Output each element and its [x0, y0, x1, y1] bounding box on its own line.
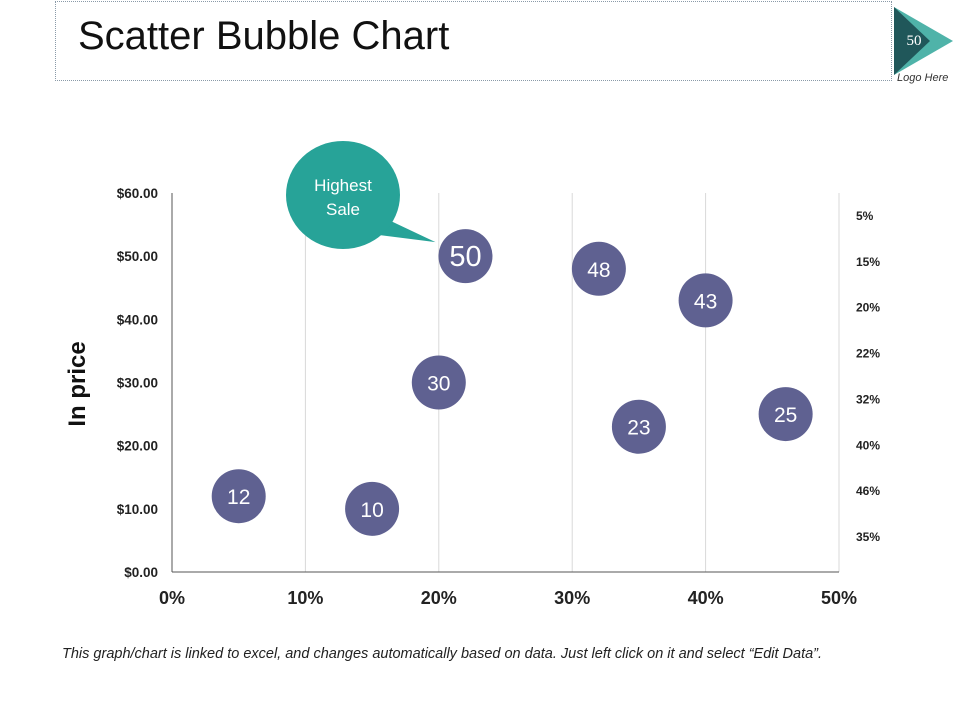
bubble-label: 43	[694, 290, 717, 313]
callout-bubble	[286, 141, 400, 249]
x-tick-label: 30%	[554, 588, 590, 608]
bubble-point	[211, 469, 266, 524]
y-tick-label: $30.00	[117, 376, 158, 391]
logo-text: Logo Here	[897, 72, 949, 84]
right-series-label: 40%	[856, 438, 880, 452]
bubble-label: 30	[427, 373, 450, 396]
bubble-point	[438, 229, 493, 284]
page-number: 50	[906, 33, 922, 49]
callout-text-line: Highest	[314, 176, 372, 195]
callout-text-line: Sale	[326, 200, 360, 219]
y-tick-label: $20.00	[117, 439, 158, 454]
right-series-label: 32%	[856, 392, 880, 406]
right-series-label: 15%	[856, 255, 880, 269]
x-tick-label: 20%	[421, 588, 457, 608]
bubble-point	[678, 273, 733, 328]
y-tick-label: $60.00	[117, 186, 158, 201]
right-series-label: 20%	[856, 301, 880, 315]
y-axis-title: In price	[64, 341, 91, 426]
bubble-label: 48	[587, 259, 610, 282]
x-tick-label: 10%	[287, 588, 323, 608]
footnote: This graph/chart is linked to excel, and…	[62, 646, 823, 662]
bubble-label: 10	[360, 499, 383, 522]
bubble-label: 12	[227, 486, 250, 509]
right-series-label: 35%	[856, 530, 880, 544]
slide-title: Scatter Bubble Chart	[78, 14, 450, 58]
bubble-point	[611, 399, 666, 454]
y-tick-label: $40.00	[117, 312, 158, 327]
y-tick-label: $10.00	[117, 502, 158, 517]
bubble-point	[411, 355, 466, 410]
bubble-label: 23	[627, 417, 650, 440]
y-tick-label: $50.00	[117, 249, 158, 264]
bubble-point	[571, 241, 626, 296]
x-tick-label: 0%	[159, 588, 185, 608]
x-tick-label: 50%	[821, 588, 857, 608]
title-frame	[55, 1, 892, 81]
x-tick-label: 40%	[688, 588, 724, 608]
logo-triangle-dark	[894, 7, 930, 75]
right-series-label: 22%	[856, 347, 880, 361]
bubble-point	[345, 481, 400, 536]
bubble-point	[758, 387, 813, 442]
bubble-label: 25	[774, 404, 797, 427]
right-series-label: 5%	[856, 209, 874, 223]
bubble-label: 50	[449, 241, 481, 273]
right-series-label: 46%	[856, 484, 880, 498]
y-tick-label: $0.00	[124, 565, 158, 580]
